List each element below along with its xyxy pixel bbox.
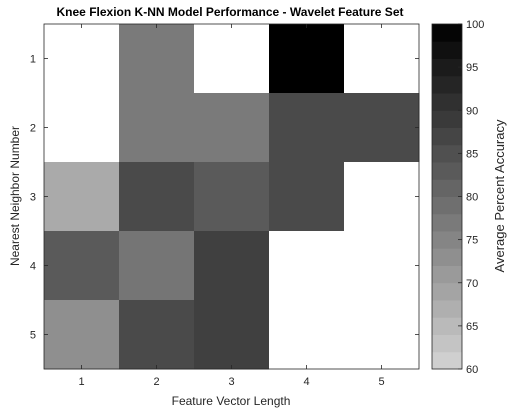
heatmap-cell (194, 231, 270, 301)
x-tick-label: 1 (78, 376, 84, 388)
colorbar-band (432, 351, 462, 370)
heatmap-cell (44, 300, 120, 370)
heatmap-cell (194, 93, 270, 163)
x-axis-label: Feature Vector Length (172, 394, 291, 408)
heatmap-cell (344, 162, 420, 232)
colorbar-band (432, 93, 462, 111)
colorbar-band (432, 162, 462, 180)
heatmap-cell (119, 93, 195, 163)
heatmap-cell (44, 162, 120, 232)
y-axis-ticks: 1 2 3 4 5 (30, 54, 419, 342)
x-tick-label: 4 (303, 376, 309, 388)
colorbar-tick-label: 90 (466, 105, 478, 117)
colorbar-band (432, 127, 462, 146)
heatmap-cell (44, 24, 120, 94)
colorbar-band (432, 231, 462, 249)
heatmap-cell (269, 93, 345, 163)
colorbar: 60 65 70 75 80 85 90 95 100 (431, 19, 484, 376)
heatmap-cell (344, 24, 420, 94)
x-tick-label: 3 (228, 376, 234, 388)
heatmap-cell (119, 24, 195, 94)
heatmap-cell (119, 231, 195, 301)
x-tick-label: 2 (153, 376, 159, 388)
colorbar-band (432, 317, 462, 335)
colorbar-band (432, 213, 462, 232)
heatmap-cell (44, 231, 120, 301)
heatmap-cell (344, 231, 420, 301)
heatmap-cells (44, 24, 420, 370)
colorbar-tick-label: 95 (466, 62, 478, 74)
colorbar-band (432, 58, 462, 77)
heatmap-cell (269, 300, 345, 370)
colorbar-band (432, 265, 462, 284)
heatmap-cell (44, 93, 120, 163)
y-tick-label: 1 (30, 54, 36, 66)
y-axis-label: Nearest Neighbor Number (8, 126, 22, 266)
colorbar-band (432, 144, 462, 163)
colorbar-tick-label: 100 (466, 19, 484, 31)
y-tick-label: 3 (30, 192, 36, 204)
colorbar-band (432, 41, 462, 59)
colorbar-tick-label: 85 (466, 148, 478, 160)
x-tick-label: 5 (378, 376, 384, 388)
colorbar-band (432, 196, 462, 215)
heatmap-cell (269, 24, 345, 94)
heatmap-cell (119, 300, 195, 370)
heatmap-cell (194, 24, 270, 94)
y-tick-label: 5 (30, 330, 36, 342)
colorbar-band (432, 300, 462, 318)
y-tick-label: 4 (30, 261, 36, 273)
colorbar-band (432, 110, 462, 128)
heatmap-cell (344, 300, 420, 370)
heatmap-cell (119, 162, 195, 232)
colorbar-band (432, 24, 462, 42)
colorbar-tick-label: 60 (466, 364, 478, 376)
colorbar-tick-label: 75 (466, 235, 478, 247)
colorbar-band (432, 179, 462, 197)
heatmap-cell (269, 231, 345, 301)
colorbar-band (432, 75, 462, 94)
heatmap-cell (344, 93, 420, 163)
colorbar-band (432, 282, 462, 301)
heatmap-cell (194, 300, 270, 370)
colorbar-tick-label: 70 (466, 278, 478, 290)
colorbar-band (432, 248, 462, 266)
colorbar-band (432, 334, 462, 353)
colorbar-tick-label: 80 (466, 192, 478, 204)
y-tick-label: 2 (30, 123, 36, 135)
chart-title: Knee Flexion K-NN Model Performance - Wa… (57, 5, 404, 19)
colorbar-label: Average Percent Accuracy (492, 119, 507, 272)
heatmap-cell (269, 162, 345, 232)
colorbar-tick-label: 65 (466, 321, 478, 333)
x-axis-ticks: 1 2 3 4 5 (78, 24, 385, 388)
heatmap-cell (194, 162, 270, 232)
